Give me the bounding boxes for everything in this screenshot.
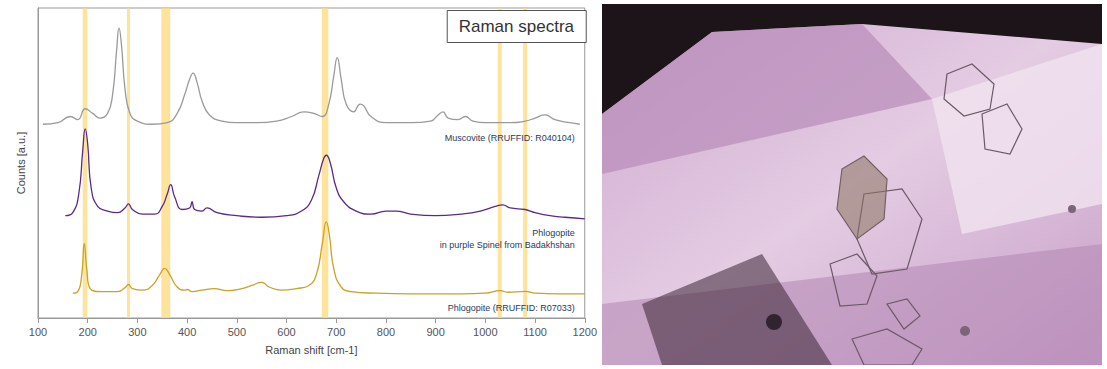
svg-text:900: 900 bbox=[426, 326, 444, 338]
svg-text:600: 600 bbox=[277, 326, 295, 338]
svg-text:1000: 1000 bbox=[473, 326, 497, 338]
svg-text:Raman spectra: Raman spectra bbox=[459, 17, 575, 36]
svg-text:1100: 1100 bbox=[523, 326, 547, 338]
svg-text:Phlogopite (RRUFFID: R07033): Phlogopite (RRUFFID: R07033) bbox=[448, 303, 575, 313]
svg-text:500: 500 bbox=[228, 326, 246, 338]
svg-text:Phlogopite: Phlogopite bbox=[532, 228, 575, 238]
svg-text:100: 100 bbox=[29, 326, 47, 338]
svg-text:1200: 1200 bbox=[573, 326, 597, 338]
svg-text:700: 700 bbox=[327, 326, 345, 338]
svg-text:Counts [a.u.]: Counts [a.u.] bbox=[15, 132, 27, 194]
svg-text:400: 400 bbox=[178, 326, 196, 338]
svg-text:Raman shift [cm-1]: Raman shift [cm-1] bbox=[265, 344, 357, 356]
svg-text:300: 300 bbox=[128, 326, 146, 338]
svg-text:Muscovite (RRUFFID: R040104): Muscovite (RRUFFID: R040104) bbox=[445, 133, 575, 143]
svg-text:800: 800 bbox=[377, 326, 395, 338]
svg-text:in purple Spinel from Badakhsh: in purple Spinel from Badakhshan bbox=[440, 240, 575, 250]
svg-text:200: 200 bbox=[79, 326, 97, 338]
